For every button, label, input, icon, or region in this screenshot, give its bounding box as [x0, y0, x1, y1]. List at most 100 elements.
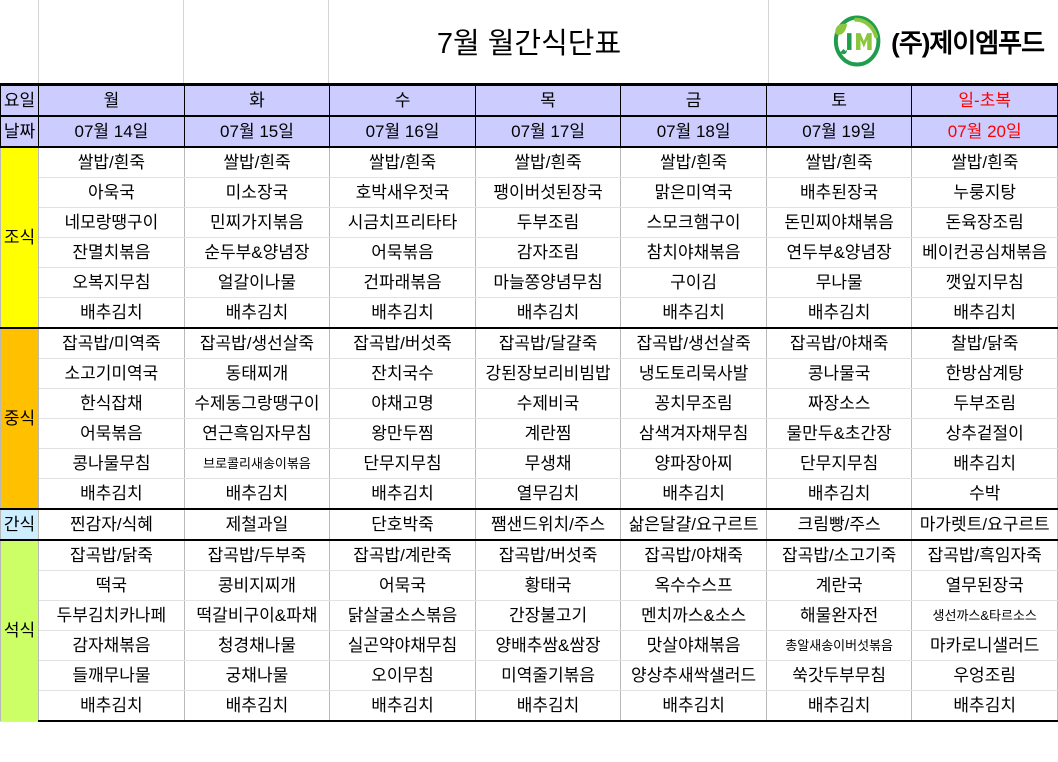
table-row: 두부김치카나페 떡갈비구이&파채 닭살굴소스볶음 간장불고기 멘치까스&소스 해물완자전 생…: [1, 600, 1058, 631]
cell-breakfast-6-3: 베이컨공심채볶음: [911, 237, 1058, 268]
cell-snack-6-0: 마가렛트/요구르트: [911, 508, 1058, 541]
grid-line: [328, 0, 329, 83]
cell-dinner-5-3: 총알새송이버섯볶음: [765, 630, 913, 661]
cell-breakfast-6-4: 깻잎지무침: [911, 267, 1058, 298]
cell-lunch-1-0: 잡곡밥/생선살죽: [183, 327, 331, 359]
cell-lunch-0-1: 소고기미역국: [38, 358, 185, 389]
cell-breakfast-4-4: 구이김: [620, 267, 767, 298]
cell-breakfast-1-1: 미소장국: [183, 177, 331, 208]
table-row: 아욱국 미소장국 호박새우젓국 팽이버섯된장국 맑은미역국 배추된장국 누룽지탕: [1, 177, 1058, 208]
cell-dinner-1-1: 콩비지찌개: [183, 570, 331, 601]
cell-dinner-3-3: 양배추쌈&쌈장: [474, 630, 622, 661]
grid-line: [183, 0, 184, 83]
title-band: 7월 월간식단표 (주)제이엠푸드: [0, 0, 1058, 85]
table-row: 배추김치 배추김치 배추김치 배추김치 배추김치 배추김치 배추김치: [1, 690, 1058, 722]
cell-dinner-6-0: 잡곡밥/흑임자죽: [911, 539, 1058, 571]
cell-dinner-4-1: 옥수수스프: [620, 570, 767, 601]
cell-dinner-1-5: 배추김치: [183, 690, 331, 722]
cell-lunch-4-5: 배추김치: [620, 478, 767, 510]
grid-line: [768, 0, 769, 83]
cell-lunch-6-0: 찰밥/닭죽: [911, 327, 1058, 359]
cell-dinner-2-2: 닭살굴소스볶음: [329, 600, 476, 631]
cell-lunch-0-4: 콩나물무침: [38, 448, 185, 479]
cell-breakfast-1-0: 쌀밥/흰죽: [183, 146, 331, 178]
cell-breakfast-1-3: 순두부&양념장: [183, 237, 331, 268]
table-row: 소고기미역국 동태찌개 잔치국수 강된장보리비빔밥 냉도토리묵사발 콩나물국 한방삼계탕: [1, 358, 1058, 389]
cell-breakfast-2-5: 배추김치: [329, 297, 476, 329]
cell-snack-3-0: 쨈샌드위치/주스: [474, 508, 622, 541]
cell-lunch-1-2: 수제동그랑땡구이: [183, 388, 331, 419]
cell-lunch-5-5: 배추김치: [765, 478, 913, 510]
cell-dinner-4-4: 양상추새싹샐러드: [620, 660, 767, 691]
cell-breakfast-0-3: 잔멸치볶음: [38, 237, 185, 268]
section-label-dinner: 석식: [0, 539, 40, 722]
cell-dinner-2-0: 잡곡밥/계란죽: [329, 539, 476, 571]
cell-dinner-3-4: 미역줄기볶음: [474, 660, 622, 691]
cell-breakfast-6-2: 돈육장조림: [911, 207, 1058, 238]
section-label-lunch: 중식: [0, 327, 40, 510]
cell-lunch-1-1: 동태찌개: [183, 358, 331, 389]
cell-dinner-0-5: 배추김치: [38, 690, 185, 722]
cell-lunch-4-0: 잡곡밥/생선살죽: [620, 327, 767, 359]
cell-dinner-2-5: 배추김치: [329, 690, 476, 722]
cell-dinner-6-2: 생선까스&타르소스: [911, 600, 1058, 631]
cell-dinner-3-5: 배추김치: [474, 690, 622, 722]
cell-lunch-3-1: 강된장보리비빔밥: [474, 358, 622, 389]
section-label-snack: 간식: [0, 508, 40, 541]
cell-lunch-6-4: 배추김치: [911, 448, 1058, 479]
cell-breakfast-4-2: 스모크햄구이: [620, 207, 767, 238]
cell-lunch-0-3: 어묵볶음: [38, 418, 185, 449]
cell-dinner-1-4: 궁채나물: [183, 660, 331, 691]
table-row: 중식 잡곡밥/미역죽 잡곡밥/생선살죽 잡곡밥/버섯죽 잡곡밥/달걀죽 잡곡밥/생선살죽 잡…: [0, 327, 1058, 510]
cell-lunch-3-3: 계란찜: [474, 418, 622, 449]
cell-dinner-0-1: 떡국: [38, 570, 185, 601]
cell-lunch-3-5: 열무김치: [474, 478, 622, 510]
column-header-date-4: 07월 18일: [620, 115, 767, 148]
cell-breakfast-3-2: 두부조림: [474, 207, 622, 238]
header-row-dow: 요일 월 화 수 목 금 토 일-초복: [0, 85, 1058, 117]
cell-dinner-1-2: 떡갈비구이&파채: [183, 600, 331, 631]
cell-breakfast-2-0: 쌀밥/흰죽: [329, 146, 476, 178]
cell-lunch-0-5: 배추김치: [38, 478, 185, 510]
cell-lunch-5-0: 잡곡밥/야채죽: [765, 327, 913, 359]
cell-dinner-6-5: 배추김치: [911, 690, 1058, 722]
column-header-dow-6: 일-초복: [911, 85, 1058, 117]
cell-lunch-2-5: 배추김치: [329, 478, 476, 510]
cell-lunch-3-0: 잡곡밥/달걀죽: [474, 327, 622, 359]
cell-breakfast-3-1: 팽이버섯된장국: [474, 177, 622, 208]
table-row: 떡국 콩비지찌개 어묵국 황태국 옥수수스프 계란국 열무된장국: [1, 570, 1058, 601]
brand-name: (주)제이엠푸드: [891, 27, 1045, 58]
cell-lunch-6-1: 한방삼계탕: [911, 358, 1058, 389]
cell-breakfast-3-4: 마늘쫑양념무침: [474, 267, 622, 298]
cell-dinner-6-1: 열무된장국: [911, 570, 1058, 601]
table-row: 오복지무침 얼갈이나물 건파래볶음 마늘쫑양념무침 구이김 무나물 깻잎지무침: [1, 267, 1058, 298]
cell-dinner-4-3: 맛살야채볶음: [620, 630, 767, 661]
cell-dinner-4-2: 멘치까스&소스: [620, 600, 767, 631]
cell-breakfast-4-3: 참치야채볶음: [620, 237, 767, 268]
cell-breakfast-3-0: 쌀밥/흰죽: [474, 146, 622, 178]
cell-snack-1-0: 제철과일: [183, 508, 331, 541]
cell-breakfast-5-1: 배추된장국: [765, 177, 913, 208]
table-row: 잔멸치볶음 순두부&양념장 어묵볶음 감자조림 참치야채볶음 연두부&양념장 베이컨공심채볶…: [1, 237, 1058, 268]
cell-lunch-4-3: 삼색겨자채무침: [620, 418, 767, 449]
cell-breakfast-0-5: 배추김치: [38, 297, 185, 329]
cell-lunch-0-0: 잡곡밥/미역죽: [38, 327, 185, 359]
cell-breakfast-1-4: 얼갈이나물: [183, 267, 331, 298]
section-label-breakfast: 조식: [0, 146, 40, 329]
column-header-dow-0: 월: [38, 85, 185, 117]
cell-dinner-2-4: 오이무침: [329, 660, 476, 691]
table-row: 어묵볶음 연근흑임자무침 왕만두찜 계란찜 삼색겨자채무침 물만두&초간장 상추겉절이: [1, 418, 1058, 449]
cell-lunch-4-1: 냉도토리묵사발: [620, 358, 767, 389]
table-row: 콩나물무침 브로콜리새송이볶음 단무지무침 무생채 양파장아찌 단무지무침 배추김치: [1, 448, 1058, 479]
table-row: 간식 찐감자/식혜 제철과일 단호박죽 쨈샌드위치/주스 삶은달걀/요구르트 크림빵/주스 마…: [0, 508, 1058, 541]
cell-dinner-2-1: 어묵국: [329, 570, 476, 601]
column-header-date-3: 07월 17일: [474, 115, 622, 148]
column-header-dow-1: 화: [183, 85, 331, 117]
column-header-date-5: 07월 19일: [765, 115, 913, 148]
column-header-date-1: 07월 15일: [183, 115, 331, 148]
column-header-date-6: 07월 20일: [911, 115, 1058, 148]
column-header-date-0: 07월 14일: [38, 115, 185, 148]
cell-snack-5-0: 크림빵/주스: [765, 508, 913, 541]
cell-lunch-6-2: 두부조림: [911, 388, 1058, 419]
table-row: 조식 쌀밥/흰죽 쌀밥/흰죽 쌀밥/흰죽 쌀밥/흰죽 쌀밥/흰죽 쌀밥/흰죽 쌀밥/흰죽: [0, 146, 1058, 329]
